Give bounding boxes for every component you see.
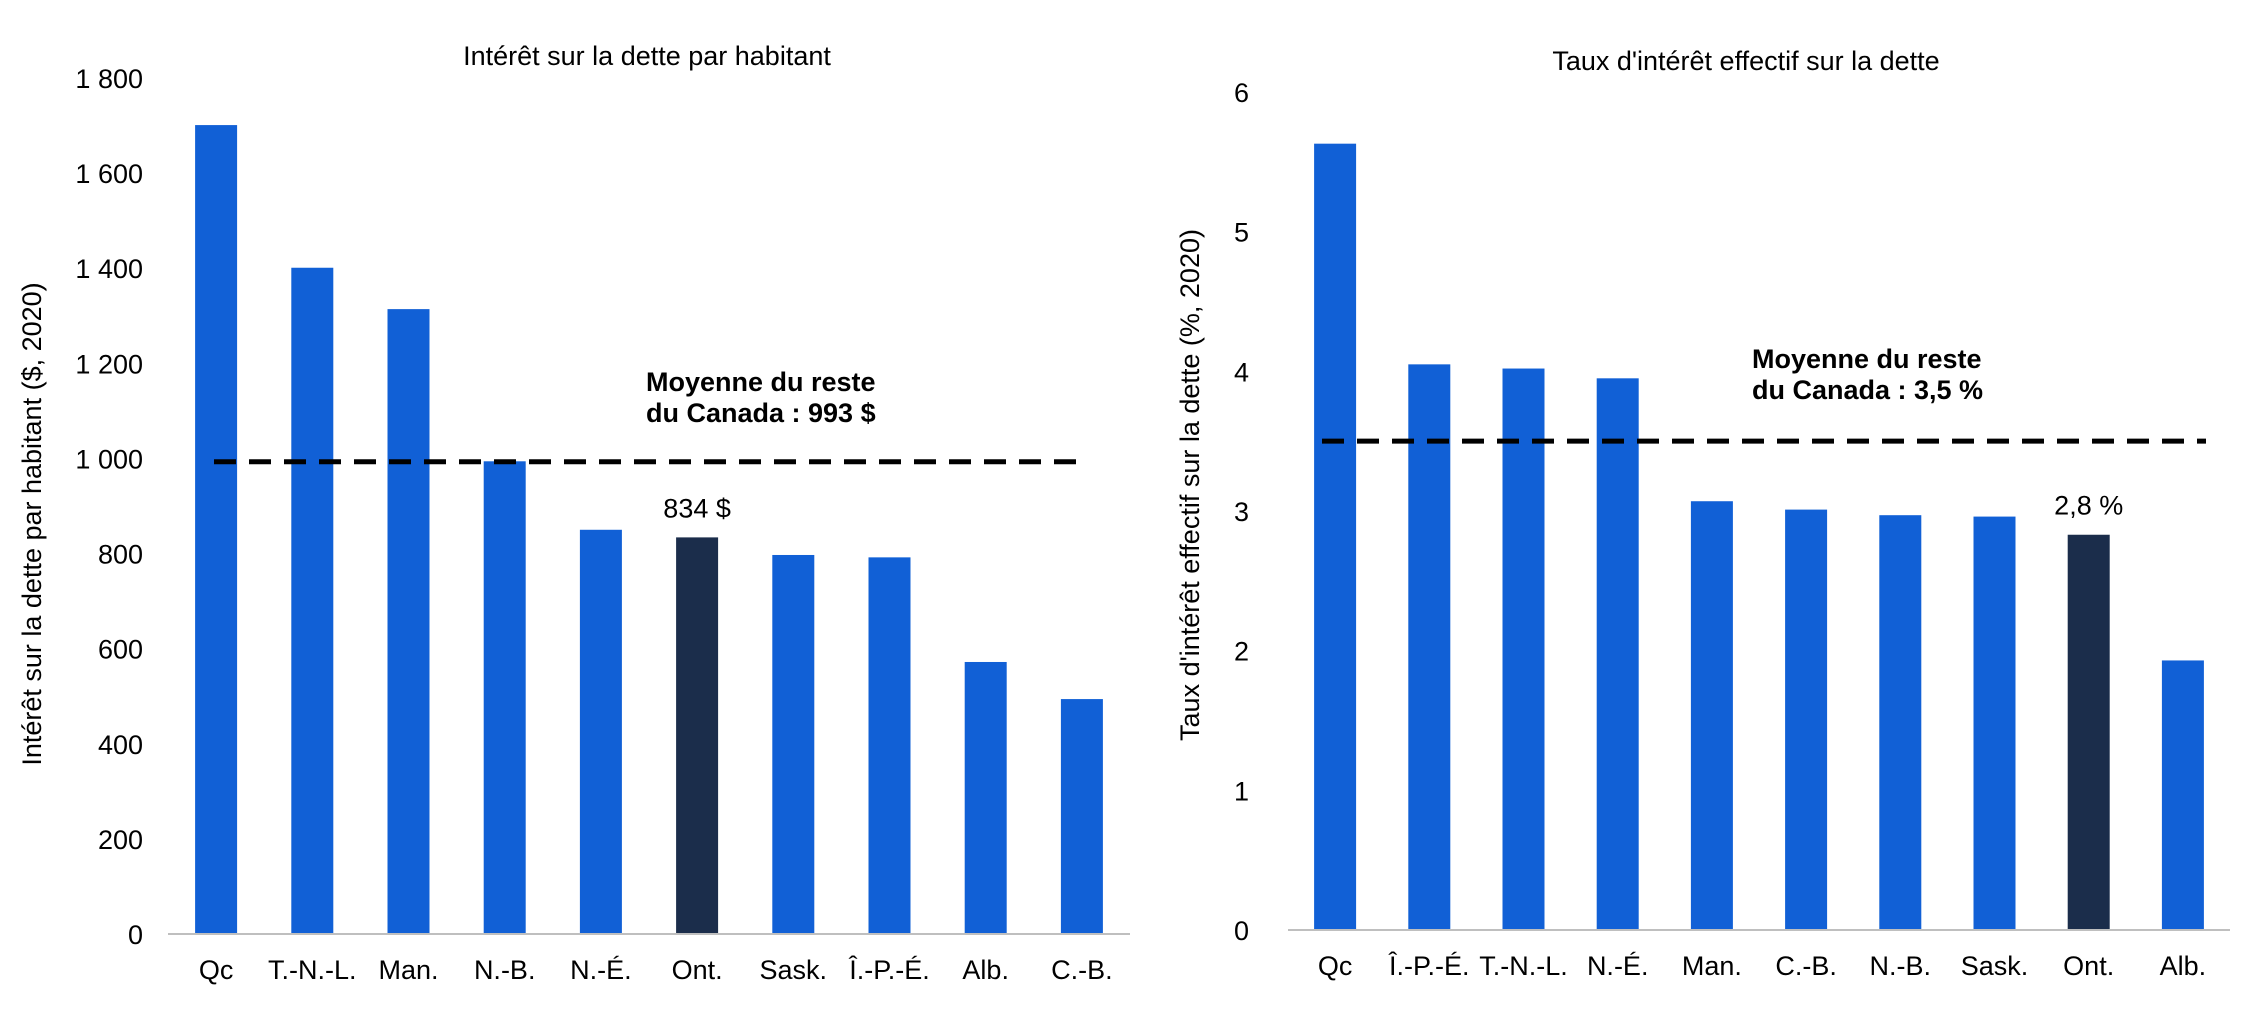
y-tick-label: 400 <box>98 730 143 760</box>
x-tick-label: C.-B. <box>1775 951 1837 981</box>
average-label-line1: Moyenne du reste <box>1752 344 1982 374</box>
y-tick-label: 1 400 <box>75 254 143 284</box>
bar-Alb. <box>964 661 1007 934</box>
x-tick-label: N.-É. <box>1587 951 1649 981</box>
chart-effective-interest-rate: Taux d'intérêt effectif sur la dette Tau… <box>1175 46 2230 981</box>
bar-N.-B. <box>1879 515 1922 930</box>
bar-Qc <box>1314 143 1357 931</box>
x-tick-label: N.-B. <box>474 955 536 985</box>
y-tick-label: 1 000 <box>75 444 143 474</box>
x-tick-label: T.-N.-L. <box>1479 951 1568 981</box>
x-tick-label: Qc <box>1318 951 1353 981</box>
y-axis-label: Intérêt sur la dette par habitant ($, 20… <box>17 282 47 765</box>
average-label-line2: du Canada : 993 $ <box>646 398 876 428</box>
x-tick-label: C.-B. <box>1051 955 1113 985</box>
x-tick-label: Alb. <box>2160 951 2207 981</box>
x-tick-label: Ont. <box>2063 951 2114 981</box>
y-tick-label: 1 800 <box>75 64 143 94</box>
y-tick-label: 4 <box>1234 357 1249 387</box>
y-axis-label: Taux d'intérêt effectif sur la dette (%,… <box>1175 229 1205 741</box>
bar-C.-B. <box>1785 509 1828 930</box>
y-tick-label: 2 <box>1234 637 1249 667</box>
ontario-data-label: 834 $ <box>663 493 731 523</box>
x-tick-labels: Qc T.-N.-L. Man. N.-B. N.-É. Ont. Sask. Î.-P.-É… <box>199 954 1113 985</box>
bar-Î.-P.-É. <box>868 557 911 934</box>
bar-T.-N.-L. <box>291 267 334 934</box>
bar-Ont. <box>2067 534 2110 930</box>
y-tick-label: 1 600 <box>75 159 143 189</box>
x-tick-label: Man. <box>378 955 438 985</box>
bar-N.-B. <box>483 461 526 934</box>
x-tick-label: T.-N.-L. <box>268 955 357 985</box>
x-tick-label: Sask. <box>1961 951 2029 981</box>
bar-N.-É. <box>579 529 622 934</box>
bar-Man. <box>1690 501 1733 930</box>
bars <box>195 125 1103 934</box>
y-tick-label: 6 <box>1234 78 1249 108</box>
x-tick-label: Alb. <box>962 955 1009 985</box>
bar-Î.-P.-É. <box>1408 364 1451 931</box>
y-tick-label: 600 <box>98 635 143 665</box>
y-tick-label: 3 <box>1234 497 1249 527</box>
bar-N.-É. <box>1596 378 1639 931</box>
y-tick-labels: 0 1 2 3 4 5 6 <box>1234 78 1249 946</box>
x-tick-label: Ont. <box>672 955 723 985</box>
x-tick-label: Î.-P.-É. <box>1388 950 1470 981</box>
y-tick-label: 0 <box>1234 916 1249 946</box>
chart-title: Taux d'intérêt effectif sur la dette <box>1552 46 1939 76</box>
x-tick-labels: Qc Î.-P.-É. T.-N.-L. N.-É. Man. C.-B. N.-B. Sas… <box>1318 950 2206 981</box>
x-tick-label: N.-É. <box>570 955 632 985</box>
x-tick-label: N.-B. <box>1870 951 1932 981</box>
bar-Sask. <box>772 554 815 934</box>
x-tick-label: Qc <box>199 955 234 985</box>
chart-interest-per-capita: Intérêt sur la dette par habitant Intérê… <box>17 41 1130 985</box>
y-tick-label: 5 <box>1234 218 1249 248</box>
bar-Alb. <box>2161 660 2204 930</box>
bar-Qc <box>195 125 238 934</box>
bar-Man. <box>387 309 430 934</box>
y-tick-label: 800 <box>98 540 143 570</box>
bar-Ont. <box>676 537 719 934</box>
bar-T.-N.-L. <box>1502 368 1545 930</box>
x-tick-label: Sask. <box>760 955 828 985</box>
y-tick-label: 0 <box>128 920 143 950</box>
average-label-line2: du Canada : 3,5 % <box>1752 375 1983 405</box>
y-tick-label: 1 <box>1234 776 1249 806</box>
y-tick-label: 1 200 <box>75 349 143 379</box>
x-tick-label: Man. <box>1682 951 1742 981</box>
bar-C.-B. <box>1060 699 1103 934</box>
x-tick-label: Î.-P.-É. <box>848 954 930 985</box>
bars <box>1314 143 2204 931</box>
y-tick-label: 200 <box>98 825 143 855</box>
chart-title: Intérêt sur la dette par habitant <box>463 41 831 71</box>
bar-Sask. <box>1973 516 2016 930</box>
y-tick-labels: 0 200 400 600 800 1 000 1 200 1 400 1 600 1 800 <box>75 64 143 950</box>
average-label-line1: Moyenne du reste <box>646 367 876 397</box>
ontario-data-label: 2,8 % <box>2054 491 2123 521</box>
